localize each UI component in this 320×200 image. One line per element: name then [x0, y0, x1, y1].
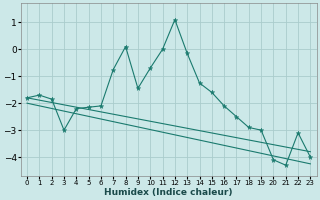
X-axis label: Humidex (Indice chaleur): Humidex (Indice chaleur)	[104, 188, 233, 197]
